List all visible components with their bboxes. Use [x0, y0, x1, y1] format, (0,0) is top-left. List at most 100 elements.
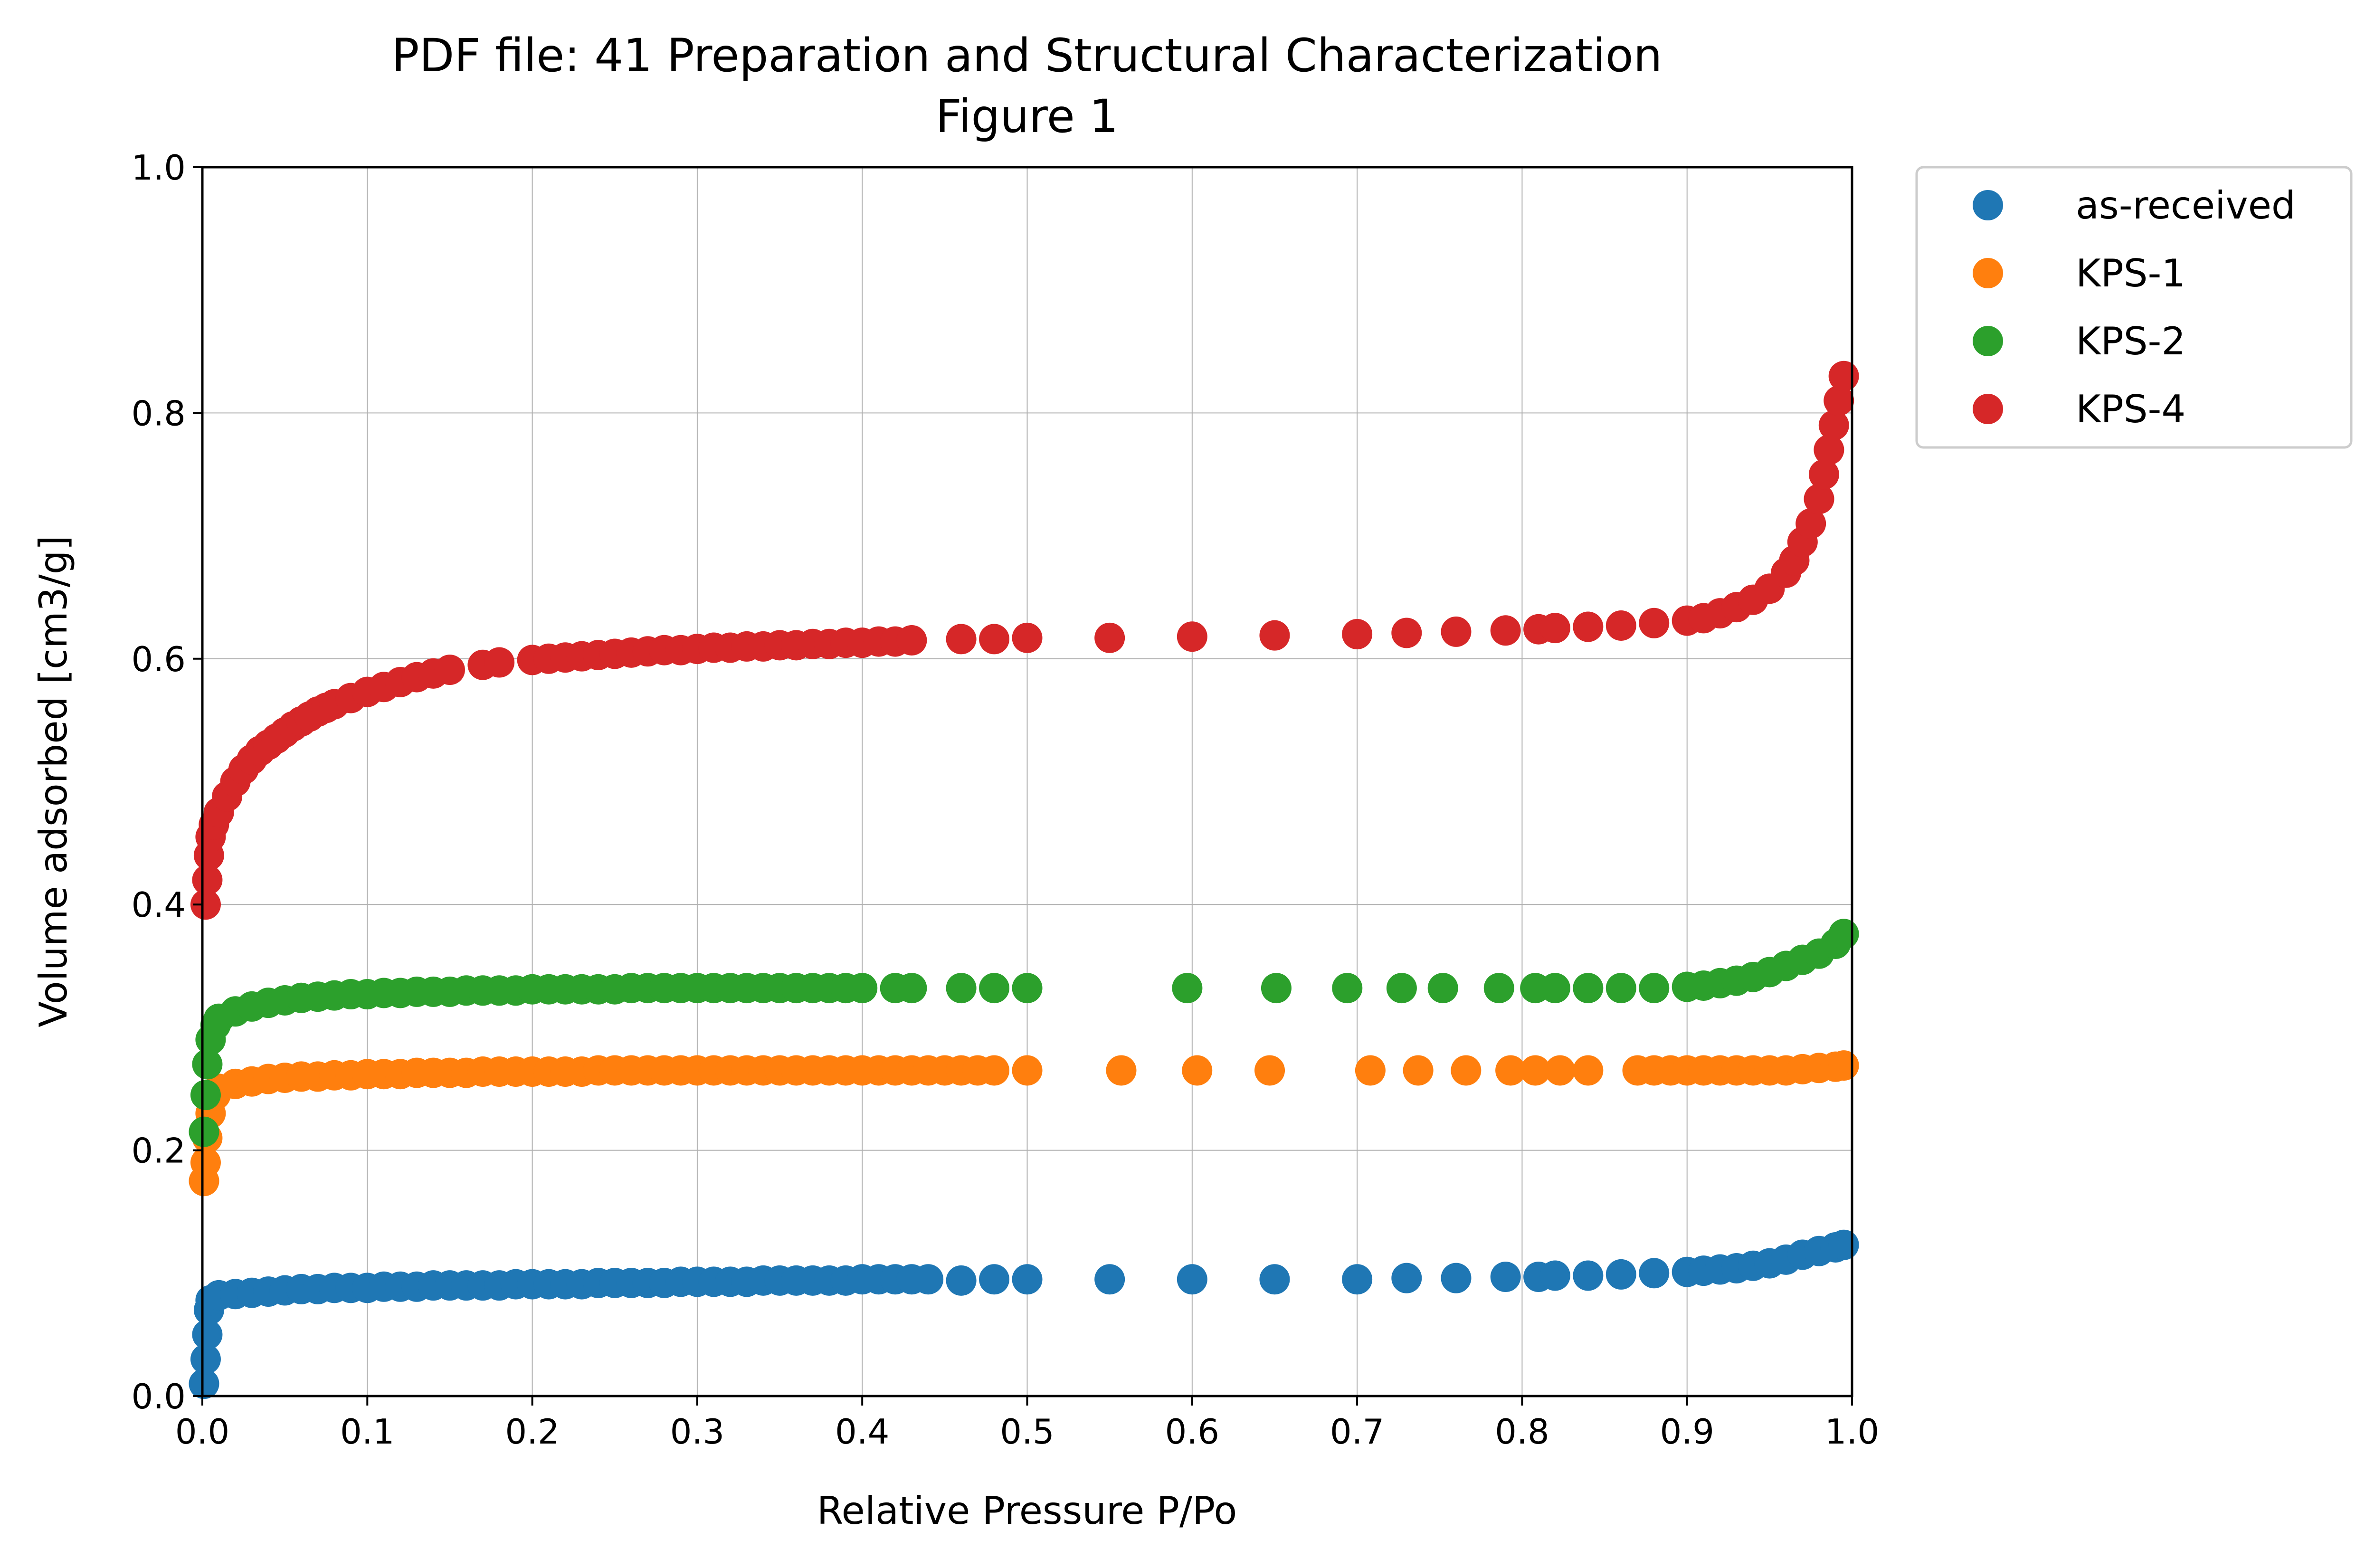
x-tick-label: 1.0: [1825, 1412, 1880, 1452]
data-point: [1012, 622, 1043, 653]
data-point: [1012, 973, 1043, 1004]
data-point: [1495, 1055, 1526, 1086]
data-point: [1177, 1264, 1207, 1295]
data-point: [1539, 973, 1570, 1004]
data-point: [1342, 1264, 1373, 1295]
data-point: [1639, 608, 1670, 638]
x-tick-label: 0.4: [835, 1412, 890, 1452]
data-point: [1828, 361, 1859, 391]
data-point: [1818, 410, 1849, 441]
data-point: [1828, 919, 1859, 950]
data-point: [484, 647, 515, 678]
legend: as-received KPS-1 KPS-2 KPS-4: [1915, 166, 2353, 449]
x-axis-label: Relative Pressure P/Po: [817, 1489, 1237, 1533]
data-point: [1106, 1055, 1137, 1086]
data-point: [946, 973, 977, 1004]
x-tick-label: 0.9: [1660, 1412, 1714, 1452]
data-point: [1828, 1229, 1859, 1260]
y-tick-label: 0.2: [131, 1131, 186, 1171]
data-point: [1573, 611, 1604, 642]
x-tick-label: 0.6: [1165, 1412, 1220, 1452]
data-point: [1814, 435, 1844, 466]
data-point: [1483, 973, 1514, 1004]
data-point: [1391, 618, 1422, 648]
data-point: [190, 889, 221, 920]
legend-label: KPS-1: [2076, 251, 2185, 295]
y-tick-label: 0.4: [131, 885, 186, 925]
data-point: [1639, 1258, 1670, 1289]
data-point: [1427, 973, 1458, 1004]
data-point: [1094, 622, 1125, 653]
y-tick-label: 1.0: [131, 148, 186, 188]
data-point: [896, 625, 927, 656]
x-tick-label: 0.1: [340, 1412, 395, 1452]
data-point: [1441, 616, 1472, 647]
data-point: [1177, 621, 1207, 652]
data-point: [946, 1265, 977, 1296]
data-point: [1796, 508, 1826, 539]
axis-ticks: 0.0 0.1 0.2 0.3 0.4 0.5 0.6 0.7 0.8 0.9 1.0 0.0 0.2 0…: [131, 148, 1879, 1452]
data-points: [189, 361, 1859, 1399]
data-point: [1539, 613, 1570, 644]
x-tick-label: 0.5: [1000, 1412, 1054, 1452]
data-point: [1606, 973, 1636, 1004]
data-point: [1182, 1055, 1213, 1086]
data-point: [979, 1055, 1010, 1086]
data-point: [1573, 973, 1604, 1004]
data-point: [1391, 1263, 1422, 1293]
data-point: [1539, 1260, 1570, 1291]
data-point: [192, 865, 223, 895]
data-point: [1012, 1055, 1043, 1086]
data-point: [434, 655, 465, 685]
series-KPS-2: [189, 919, 1859, 1147]
data-point: [1573, 1260, 1604, 1291]
data-point: [1012, 1264, 1043, 1295]
legend-marker: [1973, 258, 2003, 288]
x-tick-label: 0.8: [1495, 1412, 1549, 1452]
data-point: [946, 624, 977, 655]
data-point: [1804, 484, 1834, 514]
data-point: [913, 1264, 944, 1295]
x-tick-label: 0.3: [670, 1412, 725, 1452]
data-point: [1520, 1055, 1551, 1086]
data-point: [979, 624, 1010, 655]
data-point: [896, 973, 927, 1004]
legend-label: KPS-2: [2076, 319, 2185, 363]
data-point: [1441, 1263, 1472, 1293]
legend-marker: [1973, 190, 2003, 220]
data-point: [1606, 610, 1636, 641]
data-point: [1261, 973, 1292, 1004]
data-point: [1545, 1055, 1576, 1086]
data-point: [1573, 1055, 1604, 1086]
data-point: [979, 1264, 1010, 1295]
data-point: [192, 1049, 223, 1080]
data-point: [1606, 1259, 1636, 1290]
legend-marker: [1973, 326, 2003, 356]
data-point: [1403, 1055, 1434, 1086]
data-point: [1490, 615, 1521, 646]
series-KPS-1: [189, 1050, 1859, 1197]
data-point: [979, 973, 1010, 1004]
data-point: [1639, 973, 1670, 1004]
data-point: [1259, 1264, 1290, 1295]
data-point: [190, 1147, 221, 1178]
legend-label: KPS-4: [2076, 387, 2185, 431]
data-point: [190, 1080, 221, 1111]
legend-marker: [1973, 394, 2003, 424]
data-point: [1094, 1264, 1125, 1295]
legend-frame: [1915, 166, 2353, 449]
legend-label: as-received: [2076, 183, 2296, 228]
x-tick-label: 0.0: [175, 1412, 230, 1452]
chart-subtitle: Figure 1: [936, 90, 1119, 143]
data-point: [1490, 1262, 1521, 1292]
data-point: [189, 1116, 219, 1147]
data-point: [1808, 459, 1839, 490]
chart-title: PDF file: 41 Preparation and Structural …: [392, 29, 1662, 82]
data-point: [1828, 1050, 1859, 1081]
data-point: [189, 1368, 219, 1399]
data-point: [190, 1344, 221, 1375]
grid-lines: [202, 167, 1852, 1397]
data-point: [1172, 973, 1203, 1004]
series-as-received: [189, 1229, 1859, 1399]
